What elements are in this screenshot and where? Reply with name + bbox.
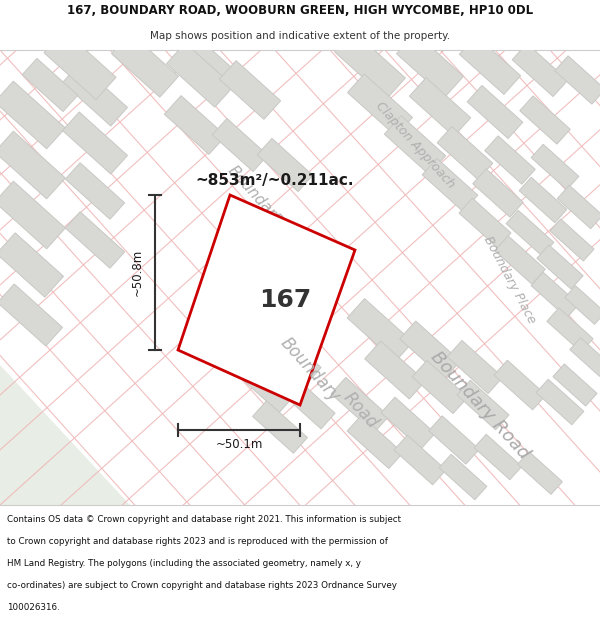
Polygon shape — [0, 81, 65, 149]
Polygon shape — [22, 58, 78, 112]
Text: Boundary: Boundary — [225, 162, 285, 228]
Polygon shape — [459, 198, 511, 248]
Polygon shape — [536, 379, 584, 425]
Polygon shape — [44, 31, 116, 99]
Polygon shape — [65, 162, 125, 219]
Polygon shape — [112, 33, 179, 97]
Polygon shape — [207, 264, 273, 326]
Polygon shape — [506, 210, 554, 256]
Polygon shape — [347, 299, 413, 361]
Polygon shape — [531, 272, 579, 318]
Polygon shape — [565, 286, 600, 324]
Polygon shape — [474, 434, 522, 480]
Text: to Crown copyright and database rights 2023 and is reproduced with the permissio: to Crown copyright and database rights 2… — [7, 537, 388, 546]
Text: Map shows position and indicative extent of the property.: Map shows position and indicative extent… — [150, 31, 450, 41]
Polygon shape — [331, 378, 389, 432]
Polygon shape — [531, 144, 579, 190]
Text: Clapton Approach: Clapton Approach — [373, 99, 457, 191]
Polygon shape — [335, 31, 406, 99]
Polygon shape — [62, 64, 128, 126]
Polygon shape — [220, 311, 280, 369]
Polygon shape — [495, 236, 545, 284]
Polygon shape — [281, 377, 335, 429]
Polygon shape — [236, 357, 294, 412]
Polygon shape — [494, 360, 546, 410]
Polygon shape — [467, 86, 523, 139]
Polygon shape — [409, 78, 470, 136]
Polygon shape — [512, 43, 568, 97]
Polygon shape — [447, 341, 503, 394]
Polygon shape — [460, 36, 521, 94]
Polygon shape — [412, 361, 468, 414]
Polygon shape — [485, 136, 535, 184]
Polygon shape — [385, 116, 446, 174]
Text: Boundary: Boundary — [277, 334, 343, 406]
Polygon shape — [520, 96, 570, 144]
Polygon shape — [422, 158, 478, 212]
Text: co-ordinates) are subject to Crown copyright and database rights 2023 Ordnance S: co-ordinates) are subject to Crown copyr… — [7, 581, 397, 590]
Text: ~50.8m: ~50.8m — [131, 249, 143, 296]
Polygon shape — [178, 195, 355, 405]
Polygon shape — [547, 308, 593, 352]
Polygon shape — [0, 233, 64, 297]
Polygon shape — [570, 338, 600, 376]
Polygon shape — [397, 33, 464, 97]
Polygon shape — [437, 126, 493, 179]
Text: Contains OS data © Crown copyright and database right 2021. This information is : Contains OS data © Crown copyright and d… — [7, 514, 401, 524]
Polygon shape — [62, 112, 128, 174]
Polygon shape — [555, 56, 600, 104]
Polygon shape — [0, 181, 65, 249]
Polygon shape — [400, 321, 460, 379]
Polygon shape — [0, 365, 130, 505]
Polygon shape — [257, 138, 313, 192]
Text: HM Land Registry. The polygons (including the associated geometry, namely x, y: HM Land Registry. The polygons (includin… — [7, 559, 361, 568]
Polygon shape — [347, 74, 413, 136]
Text: Boundary Road: Boundary Road — [427, 348, 533, 462]
Polygon shape — [0, 284, 62, 346]
Polygon shape — [179, 36, 241, 94]
Polygon shape — [429, 416, 479, 464]
Polygon shape — [65, 212, 125, 268]
Text: Boundary Place: Boundary Place — [481, 234, 539, 326]
Polygon shape — [254, 286, 316, 344]
Text: 167, BOUNDARY ROAD, WOOBURN GREEN, HIGH WYCOMBE, HP10 0DL: 167, BOUNDARY ROAD, WOOBURN GREEN, HIGH … — [67, 4, 533, 18]
Text: Road: Road — [266, 211, 304, 249]
Polygon shape — [553, 364, 597, 406]
Polygon shape — [212, 118, 268, 172]
Polygon shape — [557, 185, 600, 229]
Polygon shape — [265, 330, 321, 384]
Polygon shape — [253, 401, 307, 453]
Text: ~50.1m: ~50.1m — [215, 438, 263, 451]
Text: 100026316.: 100026316. — [7, 603, 60, 612]
Polygon shape — [0, 131, 65, 199]
Text: ~853m²/~0.211ac.: ~853m²/~0.211ac. — [195, 173, 353, 188]
Polygon shape — [457, 380, 509, 430]
Polygon shape — [166, 43, 233, 107]
Polygon shape — [220, 61, 281, 119]
Polygon shape — [365, 341, 425, 399]
Polygon shape — [537, 245, 583, 289]
Polygon shape — [550, 219, 594, 261]
Polygon shape — [519, 177, 567, 222]
Polygon shape — [381, 397, 435, 449]
Polygon shape — [347, 416, 403, 469]
Text: Road: Road — [339, 388, 381, 432]
Polygon shape — [473, 169, 523, 217]
Text: 167: 167 — [260, 288, 312, 312]
Polygon shape — [164, 96, 226, 154]
Polygon shape — [394, 435, 446, 485]
Polygon shape — [518, 452, 562, 494]
Polygon shape — [439, 454, 487, 500]
